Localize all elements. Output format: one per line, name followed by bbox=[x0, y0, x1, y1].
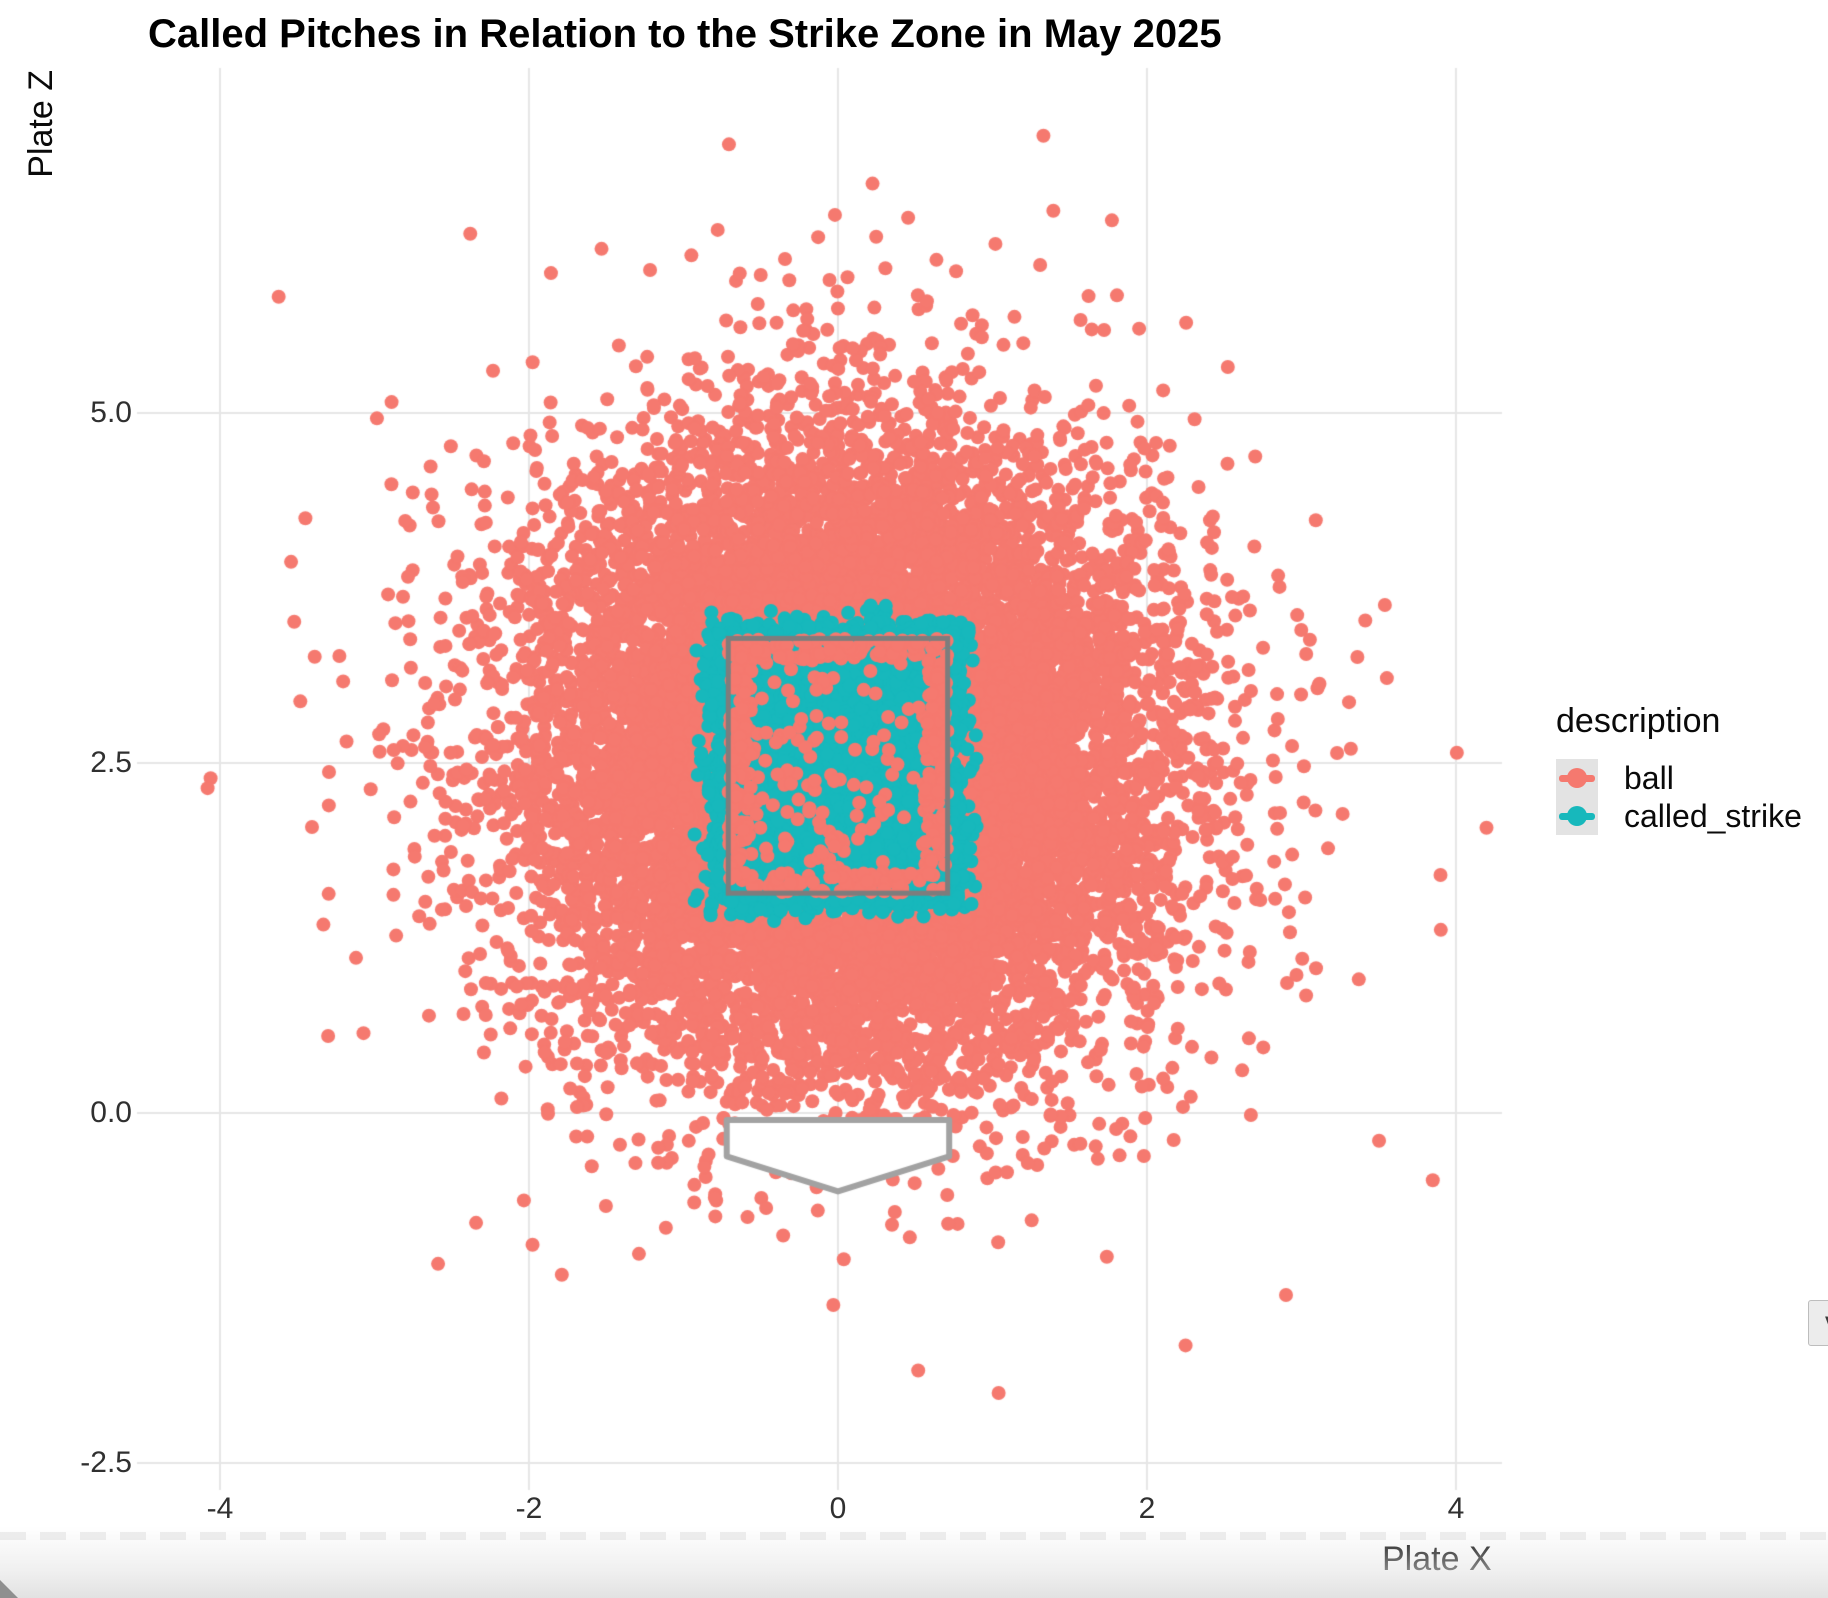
collapsed-panel-toggle-button[interactable]: v bbox=[1808, 1300, 1828, 1346]
legend-title: description bbox=[1556, 702, 1721, 740]
y-axis-tick-label: 2.5 bbox=[90, 745, 132, 779]
x-axis-title: Plate X bbox=[1382, 1540, 1492, 1578]
x-axis-tick-label: -2 bbox=[515, 1492, 543, 1525]
x-axis-tick-label: 4 bbox=[1447, 1492, 1465, 1525]
legend-item-called-strike: called_strike bbox=[1556, 797, 1802, 835]
x-axis-tick-label: -4 bbox=[206, 1492, 234, 1525]
x-axis-tick-label: 2 bbox=[1138, 1492, 1156, 1525]
y-axis-tick-label: 0.0 bbox=[90, 1095, 132, 1129]
legend-key-point-icon bbox=[1567, 768, 1587, 788]
legend-label-ball: ball bbox=[1624, 759, 1674, 796]
legend-label-called-strike: called_strike bbox=[1624, 797, 1802, 834]
legend-item-ball: ball bbox=[1556, 759, 1802, 797]
y-axis-tick-label: 5.0 bbox=[90, 395, 132, 429]
legend-key-ball bbox=[1556, 759, 1598, 797]
y-axis-title: Plate Z bbox=[22, 70, 60, 178]
y-axis-tick-label: -2.5 bbox=[80, 1445, 132, 1479]
resize-grip-icon bbox=[0, 1580, 18, 1598]
x-axis-tick-label: 0 bbox=[829, 1492, 847, 1525]
chart-title: Called Pitches in Relation to the Strike… bbox=[148, 12, 1222, 56]
legend-key-called-strike bbox=[1556, 797, 1598, 835]
legend-key-point-icon bbox=[1567, 806, 1587, 826]
legend: description ball called_strike bbox=[1556, 702, 1802, 835]
